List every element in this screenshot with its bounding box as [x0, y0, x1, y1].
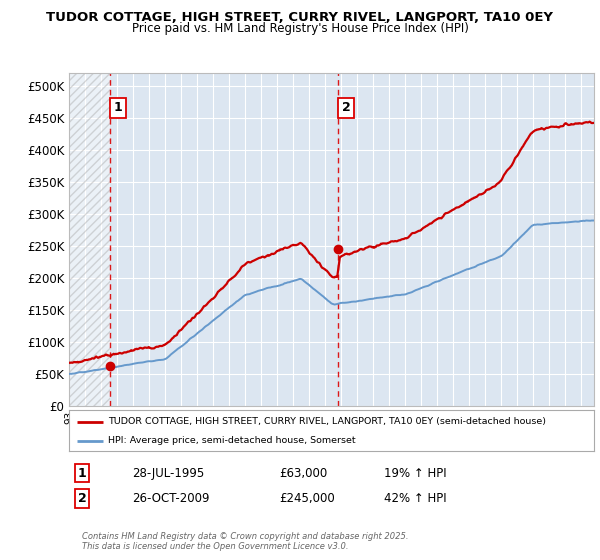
Text: Contains HM Land Registry data © Crown copyright and database right 2025.
This d: Contains HM Land Registry data © Crown c… [82, 532, 409, 552]
Text: 42% ↑ HPI: 42% ↑ HPI [384, 492, 446, 505]
Text: 1: 1 [114, 101, 122, 114]
Text: £63,000: £63,000 [279, 466, 327, 480]
Text: TUDOR COTTAGE, HIGH STREET, CURRY RIVEL, LANGPORT, TA10 0EY (semi-detached house: TUDOR COTTAGE, HIGH STREET, CURRY RIVEL,… [109, 417, 547, 426]
Text: £245,000: £245,000 [279, 492, 335, 505]
Text: 28-JUL-1995: 28-JUL-1995 [132, 466, 204, 480]
Bar [69, 73, 110, 406]
Text: HPI: Average price, semi-detached house, Somerset: HPI: Average price, semi-detached house,… [109, 436, 356, 445]
Text: 19% ↑ HPI: 19% ↑ HPI [384, 466, 446, 480]
Text: 2: 2 [342, 101, 350, 114]
Text: 2: 2 [78, 492, 86, 505]
Text: Price paid vs. HM Land Registry's House Price Index (HPI): Price paid vs. HM Land Registry's House … [131, 22, 469, 35]
Text: 26-OCT-2009: 26-OCT-2009 [132, 492, 209, 505]
Text: TUDOR COTTAGE, HIGH STREET, CURRY RIVEL, LANGPORT, TA10 0EY: TUDOR COTTAGE, HIGH STREET, CURRY RIVEL,… [47, 11, 554, 24]
Text: 1: 1 [78, 466, 86, 480]
